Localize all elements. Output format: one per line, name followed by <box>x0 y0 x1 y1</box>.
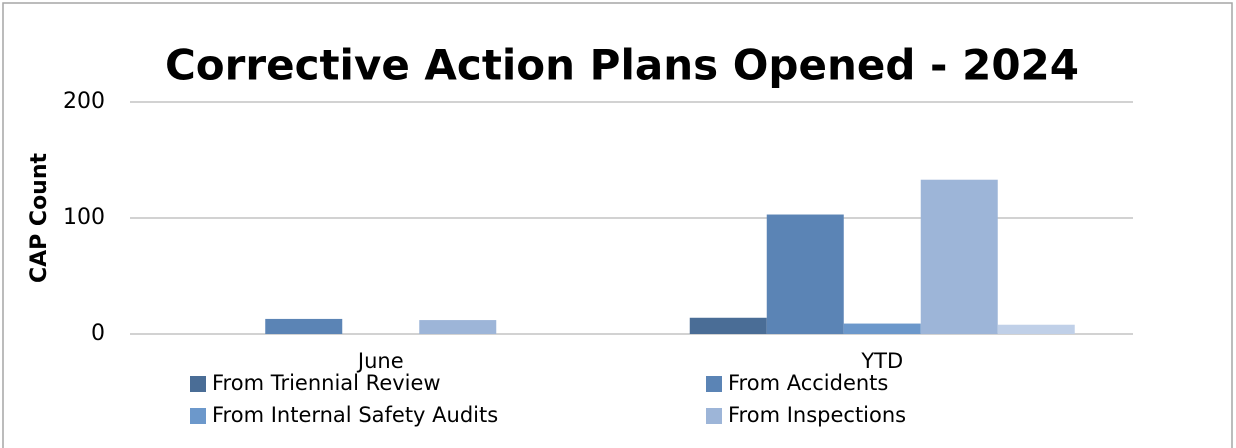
y-tick-label: 100 <box>63 205 105 230</box>
x-tick-label: YTD <box>860 349 903 373</box>
y-tick-label: 0 <box>91 321 105 346</box>
bar <box>920 179 998 334</box>
legend-swatch <box>190 376 206 392</box>
legend-label: From Internal Safety Audits <box>212 403 498 427</box>
bar <box>265 318 343 334</box>
legend-swatch <box>190 408 206 424</box>
bar <box>689 317 767 334</box>
legend-swatch <box>706 408 722 424</box>
bar <box>419 320 497 334</box>
x-tick-label: June <box>356 349 404 373</box>
bar <box>766 214 844 334</box>
legend-label: From Triennial Review <box>212 371 441 395</box>
y-tick-label: 200 <box>63 89 105 114</box>
legend-swatch <box>706 376 722 392</box>
legend-label: From Accidents <box>728 371 888 395</box>
chart-title: Corrective Action Plans Opened - 2024 <box>165 41 1079 90</box>
legend-label: From Inspections <box>728 403 906 427</box>
bar <box>843 323 921 334</box>
y-axis-label: CAP Count <box>27 152 52 283</box>
bar <box>997 324 1075 334</box>
